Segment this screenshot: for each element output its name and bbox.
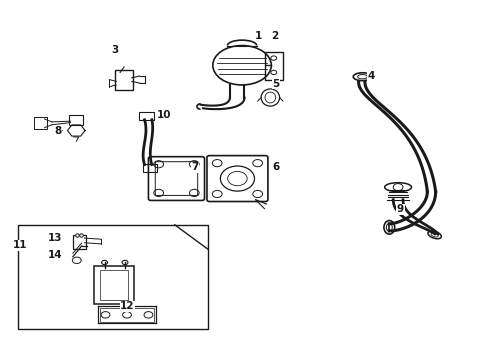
Bar (18, 225, 207, 329)
Text: 13: 13 (48, 233, 62, 243)
Text: 2: 2 (270, 31, 278, 41)
Text: 1: 1 (254, 31, 261, 41)
Text: 6: 6 (272, 162, 279, 172)
Text: 9: 9 (396, 204, 403, 215)
Text: 10: 10 (157, 111, 171, 121)
Text: 4: 4 (367, 71, 374, 81)
Text: 3: 3 (111, 45, 119, 55)
Text: 11: 11 (13, 240, 27, 250)
Text: 12: 12 (120, 301, 135, 311)
Text: 14: 14 (48, 250, 62, 260)
Text: 5: 5 (272, 79, 279, 89)
Text: 7: 7 (191, 162, 198, 172)
Text: 8: 8 (55, 126, 61, 135)
